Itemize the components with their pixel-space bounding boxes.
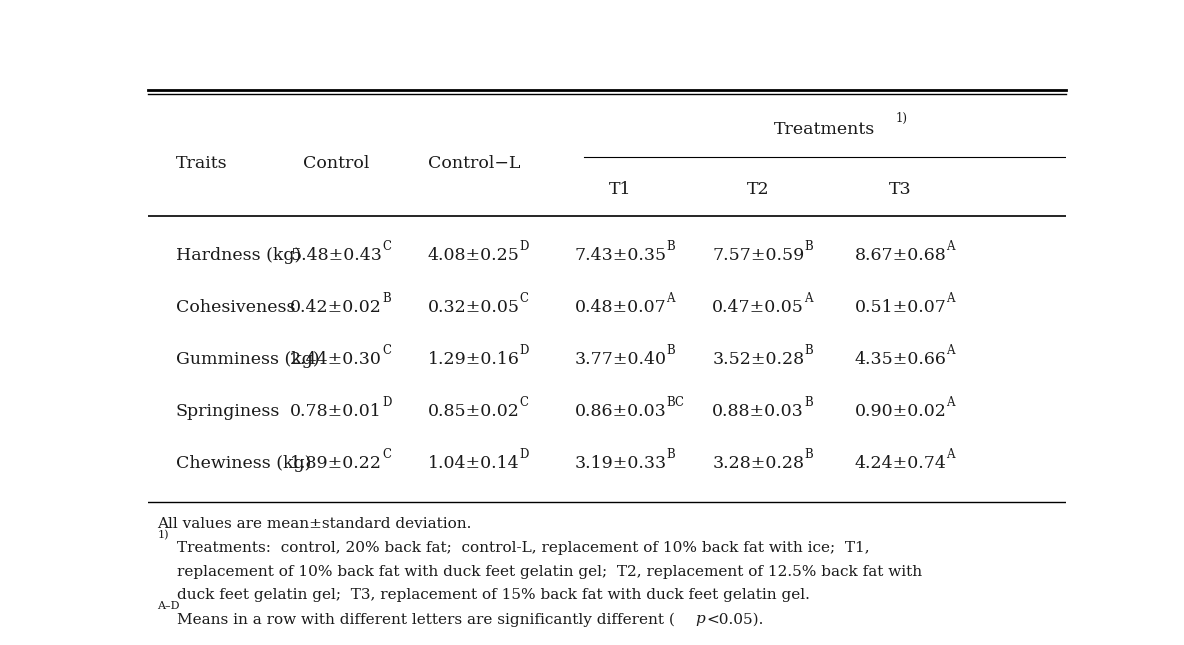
Text: T1: T1 [610,181,632,197]
Text: duck feet gelatin gel;  T3, replacement of 15% back fat with duck feet gelatin g: duck feet gelatin gel; T3, replacement o… [178,588,810,602]
Text: 4.24±0.74: 4.24±0.74 [855,455,946,471]
Text: 0.42±0.02: 0.42±0.02 [290,299,382,316]
Text: 0.90±0.02: 0.90±0.02 [855,402,946,420]
Text: A: A [946,344,954,357]
Text: 8.67±0.68: 8.67±0.68 [855,247,946,264]
Text: Traits: Traits [175,155,227,172]
Text: Cohesiveness: Cohesiveness [175,299,295,316]
Text: Treatments:  control, 20% back fat;  control-L, replacement of 10% back fat with: Treatments: control, 20% back fat; contr… [178,541,870,555]
Text: 1): 1) [157,530,168,540]
Text: C: C [382,448,391,461]
Text: C: C [382,240,391,253]
Text: 1): 1) [895,112,907,125]
Text: 4.08±0.25: 4.08±0.25 [427,247,520,264]
Text: D: D [382,396,392,409]
Text: Gumminess (kg): Gumminess (kg) [175,351,320,368]
Text: Chewiness (kg): Chewiness (kg) [175,455,311,471]
Text: 3.52±0.28: 3.52±0.28 [712,351,804,368]
Text: 0.86±0.03: 0.86±0.03 [574,402,667,420]
Text: D: D [520,448,529,461]
Text: replacement of 10% back fat with duck feet gelatin gel;  T2, replacement of 12.5: replacement of 10% back fat with duck fe… [178,564,922,579]
Text: C: C [520,396,529,409]
Text: B: B [667,344,675,357]
Text: 0.32±0.05: 0.32±0.05 [427,299,520,316]
Text: T3: T3 [889,181,912,197]
Text: 2.44±0.30: 2.44±0.30 [290,351,382,368]
Text: A: A [946,240,954,253]
Text: B: B [667,240,675,253]
Text: Control−L: Control−L [427,155,520,172]
Text: A: A [946,292,954,305]
Text: 5.48±0.43: 5.48±0.43 [290,247,382,264]
Text: 0.48±0.07: 0.48±0.07 [574,299,667,316]
Text: 0.78±0.01: 0.78±0.01 [290,402,382,420]
Text: Treatments: Treatments [774,121,875,138]
Text: 0.88±0.03: 0.88±0.03 [713,402,804,420]
Text: A–D: A–D [157,601,180,611]
Text: 7.43±0.35: 7.43±0.35 [574,247,667,264]
Text: B: B [804,344,813,357]
Text: BC: BC [667,396,684,409]
Text: A: A [946,448,954,461]
Text: B: B [804,448,813,461]
Text: 0.51±0.07: 0.51±0.07 [855,299,946,316]
Text: 1.89±0.22: 1.89±0.22 [290,455,382,471]
Text: Springiness: Springiness [175,402,279,420]
Text: 3.19±0.33: 3.19±0.33 [574,455,667,471]
Text: A: A [804,292,812,305]
Text: <0.05).: <0.05). [707,612,764,626]
Text: 3.77±0.40: 3.77±0.40 [574,351,667,368]
Text: T2: T2 [747,181,770,197]
Text: D: D [520,344,529,357]
Text: 4.35±0.66: 4.35±0.66 [855,351,946,368]
Text: 1.29±0.16: 1.29±0.16 [427,351,520,368]
Text: A: A [946,396,954,409]
Text: Means in a row with different letters are significantly different (: Means in a row with different letters ar… [178,612,675,627]
Text: 3.28±0.28: 3.28±0.28 [713,455,804,471]
Text: A: A [667,292,675,305]
Text: B: B [804,396,813,409]
Text: B: B [804,240,813,253]
Text: B: B [667,448,675,461]
Text: All values are mean±standard deviation.: All values are mean±standard deviation. [157,517,471,531]
Text: C: C [382,344,391,357]
Text: 0.85±0.02: 0.85±0.02 [427,402,520,420]
Text: Hardness (kg): Hardness (kg) [175,247,301,264]
Text: 7.57±0.59: 7.57±0.59 [712,247,804,264]
Text: 1.04±0.14: 1.04±0.14 [427,455,520,471]
Text: D: D [520,240,529,253]
Text: B: B [382,292,391,305]
Text: 0.47±0.05: 0.47±0.05 [713,299,804,316]
Text: Control: Control [303,155,369,172]
Text: C: C [520,292,529,305]
Text: p: p [696,612,706,626]
